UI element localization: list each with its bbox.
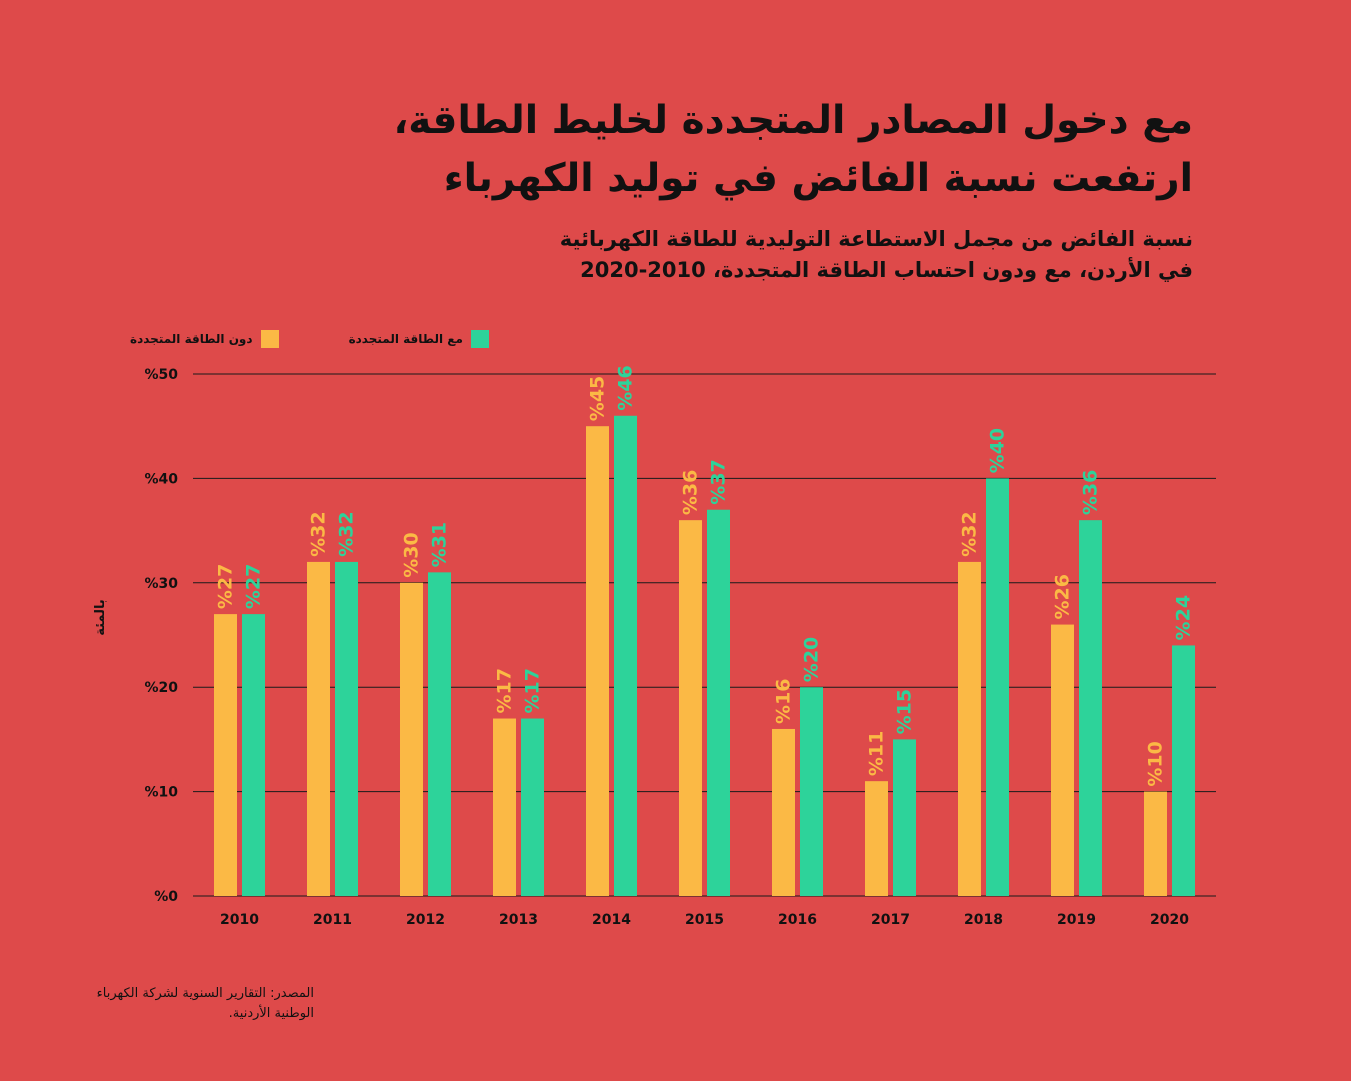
bar — [214, 614, 237, 896]
x-tick-label: 2013 — [499, 912, 538, 928]
data-label: %40 — [987, 428, 1009, 473]
data-label: %46 — [615, 365, 637, 410]
data-label: %32 — [336, 511, 358, 556]
bar — [679, 520, 702, 896]
data-label: %27 — [243, 564, 265, 609]
bar — [707, 509, 730, 896]
x-tick-label: 2011 — [313, 912, 352, 928]
legend-swatch-without-renewable — [260, 330, 279, 348]
bar — [800, 687, 823, 896]
title-line-2: ارتفعت نسبة الفائض في توليد الكهرباء — [443, 156, 1193, 201]
bar — [335, 561, 358, 896]
bar — [1144, 791, 1167, 896]
bar — [307, 561, 330, 896]
x-tick-label: 2010 — [220, 912, 259, 928]
y-tick-label: %50 — [144, 367, 178, 383]
subtitle-line-1: نسبة الفائض من مجمل الاستطاعة التوليدية … — [559, 227, 1193, 251]
y-tick-label: %0 — [154, 889, 178, 905]
x-tick-label: 2019 — [1057, 912, 1096, 928]
legend-label-without-renewable: دون الطاقة المتجددة — [130, 332, 253, 346]
chart-legend: مع الطاقة المتجددة دون الطاقة المتجددة — [130, 328, 489, 350]
data-label: %37 — [708, 459, 730, 504]
data-label: %32 — [959, 511, 981, 556]
y-tick-label: %30 — [144, 576, 178, 592]
legend-label-with-renewable: مع الطاقة المتجددة — [348, 332, 463, 346]
x-tick-label: 2018 — [964, 912, 1003, 928]
data-label: %36 — [1080, 470, 1102, 515]
bar — [400, 582, 423, 896]
bar — [893, 739, 916, 896]
data-label: %24 — [1173, 595, 1195, 640]
bar — [428, 572, 451, 896]
data-label: %16 — [773, 678, 795, 723]
data-label: %36 — [680, 470, 702, 515]
data-label: %27 — [215, 564, 237, 609]
bar — [772, 728, 795, 896]
legend-item-without-renewable: دون الطاقة المتجددة — [130, 330, 279, 348]
y-tick-label: %40 — [144, 471, 178, 487]
data-label: %15 — [894, 689, 916, 734]
data-label: %26 — [1052, 574, 1074, 619]
bar — [493, 718, 516, 896]
bar — [986, 478, 1009, 896]
bar — [521, 718, 544, 896]
y-tick-label: %10 — [144, 785, 178, 801]
bar — [1172, 645, 1195, 896]
title-line-1: مع دخول المصادر المتجددة لخليط الطاقة، — [393, 98, 1193, 143]
bar — [1079, 520, 1102, 896]
data-label: %30 — [401, 532, 423, 577]
bar — [1051, 624, 1074, 896]
data-label: %31 — [429, 522, 451, 567]
subtitle-line-2: في الأردن، مع ودون احتساب الطاقة المتجدد… — [580, 258, 1193, 282]
x-tick-label: 2017 — [871, 912, 910, 928]
x-tick-label: 2015 — [685, 912, 724, 928]
data-label: %17 — [522, 668, 544, 713]
data-label: %45 — [587, 376, 609, 421]
legend-swatch-with-renewable — [470, 330, 489, 348]
bar — [614, 415, 637, 896]
data-label: %17 — [494, 668, 516, 713]
data-label: %32 — [308, 511, 330, 556]
data-label: %11 — [866, 731, 888, 776]
chart-title: مع دخول المصادر المتجددة لخليط الطاقة، ا… — [193, 92, 1193, 208]
bar — [958, 561, 981, 896]
x-tick-label: 2020 — [1150, 912, 1189, 928]
x-tick-label: 2014 — [592, 912, 631, 928]
data-label: %10 — [1145, 741, 1167, 786]
bar — [242, 614, 265, 896]
x-tick-label: 2012 — [406, 912, 445, 928]
bar — [865, 781, 888, 896]
y-tick-label: %20 — [144, 680, 178, 696]
source-note: المصدر: التقارير السنوية لشركة الكهرباء … — [96, 986, 314, 1021]
legend-item-with-renewable: مع الطاقة المتجددة — [349, 330, 489, 348]
data-label: %20 — [801, 637, 823, 682]
chart-subtitle: نسبة الفائض من مجمل الاستطاعة التوليدية … — [193, 224, 1193, 286]
bar — [586, 426, 609, 896]
x-tick-label: 2016 — [778, 912, 817, 928]
